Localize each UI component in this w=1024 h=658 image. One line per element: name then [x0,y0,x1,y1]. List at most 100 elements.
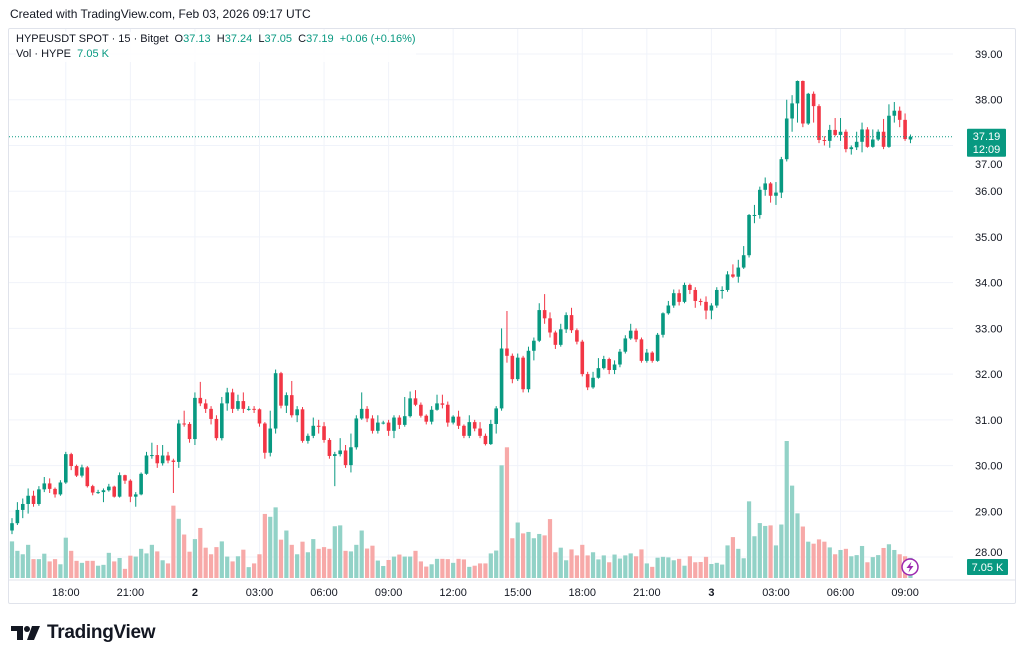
price-tick-label: 32.00 [975,369,1003,381]
volume-bar [650,566,655,578]
volume-label[interactable]: Vol · HYPE [16,48,72,60]
candle-body [150,455,154,457]
candle-body [144,455,149,474]
candle [306,433,310,444]
candle-body [666,305,671,314]
volume-bar [321,547,327,578]
volume-bar [585,555,590,578]
candle [645,348,649,363]
candle-body [101,490,106,493]
volume-bar [95,565,101,578]
volume-bar [252,563,257,578]
candle [634,328,638,343]
candle-body [585,374,590,388]
candle [661,312,665,338]
candle-body [193,397,197,440]
volume-bar [800,526,805,578]
candle [844,129,848,153]
candle-body [602,359,606,369]
candle-body [542,310,547,319]
time-tick-label: 06:00 [827,587,855,599]
candle [176,419,181,468]
price-tick-label: 36.00 [975,186,1003,198]
candle [671,289,676,308]
volume-bar [58,564,63,578]
volume-bar [445,559,450,578]
volume-bar [15,550,20,578]
time-tick-label: 2 [192,587,198,599]
candle-body [688,284,692,290]
candle-body [20,503,25,510]
candle-body [661,313,665,335]
candle [376,415,380,434]
candle [386,419,391,436]
volume-bar [504,447,510,578]
price-tick-label: 34.00 [975,278,1003,290]
volume-bar [165,563,171,578]
candle-body [833,129,837,135]
candle-body [15,509,20,524]
candle-body [268,428,273,453]
candle [311,417,316,439]
candle [155,444,160,468]
candle-body [402,416,407,425]
candle-body [160,455,165,464]
candle-body [634,330,638,340]
candle [897,106,902,128]
candle-body [639,339,644,361]
volume-bar [106,552,111,578]
lightning-icon[interactable] [901,558,919,576]
volume-bar [461,559,467,578]
candle-body [752,214,757,216]
candle [790,95,794,132]
volume-bar [590,552,596,578]
candle [58,480,63,496]
candle [37,486,41,506]
candle-body [133,494,138,497]
volume-bar [429,564,434,578]
open-label: O [174,33,184,45]
volume-bar [295,554,300,578]
candle [322,422,326,443]
volume-bar [763,525,768,578]
price-tick-label: 28.00 [975,547,1003,559]
candle [246,406,251,411]
volume-bar [160,560,165,578]
volume-bar [311,539,316,578]
candle-body [693,289,698,301]
candle-body [284,395,289,406]
volume-bar [897,554,902,578]
candle-body [58,482,63,495]
candle-body [392,417,396,431]
candle [440,394,445,409]
volume-bar [553,552,558,578]
price-tick-label: 37.00 [975,159,1003,171]
symbol-title[interactable]: HYPEUSDT SPOT · 15 · Bitget [16,33,169,45]
volume-bar [806,541,811,578]
candle-body [532,340,536,351]
candle-body [844,131,848,150]
volume-bar [219,541,224,578]
candle-body [865,129,870,147]
candle-body [564,315,568,330]
volume-bar [865,562,870,578]
candle [612,360,617,375]
price-tick-label: 30.00 [975,461,1003,473]
volume-bar [36,559,41,578]
candle-body [505,348,509,356]
candle [284,392,289,413]
candle [741,246,746,269]
volume-bar [63,537,68,578]
candle [833,118,837,137]
tradingview-logo[interactable]: TradingView [11,622,156,644]
candle-body [671,293,676,306]
candle [85,466,90,488]
candle [693,287,698,308]
low-label: L [258,33,265,45]
volume-bar [859,545,865,578]
time-tick-label: 21:00 [117,587,145,599]
volume-bar [26,544,31,578]
time-tick-label: 15:00 [504,587,532,599]
time-axis: 18:00 21:00 2 03:00 06:00 09:00 12:00 15:00 18:0… [52,587,919,599]
